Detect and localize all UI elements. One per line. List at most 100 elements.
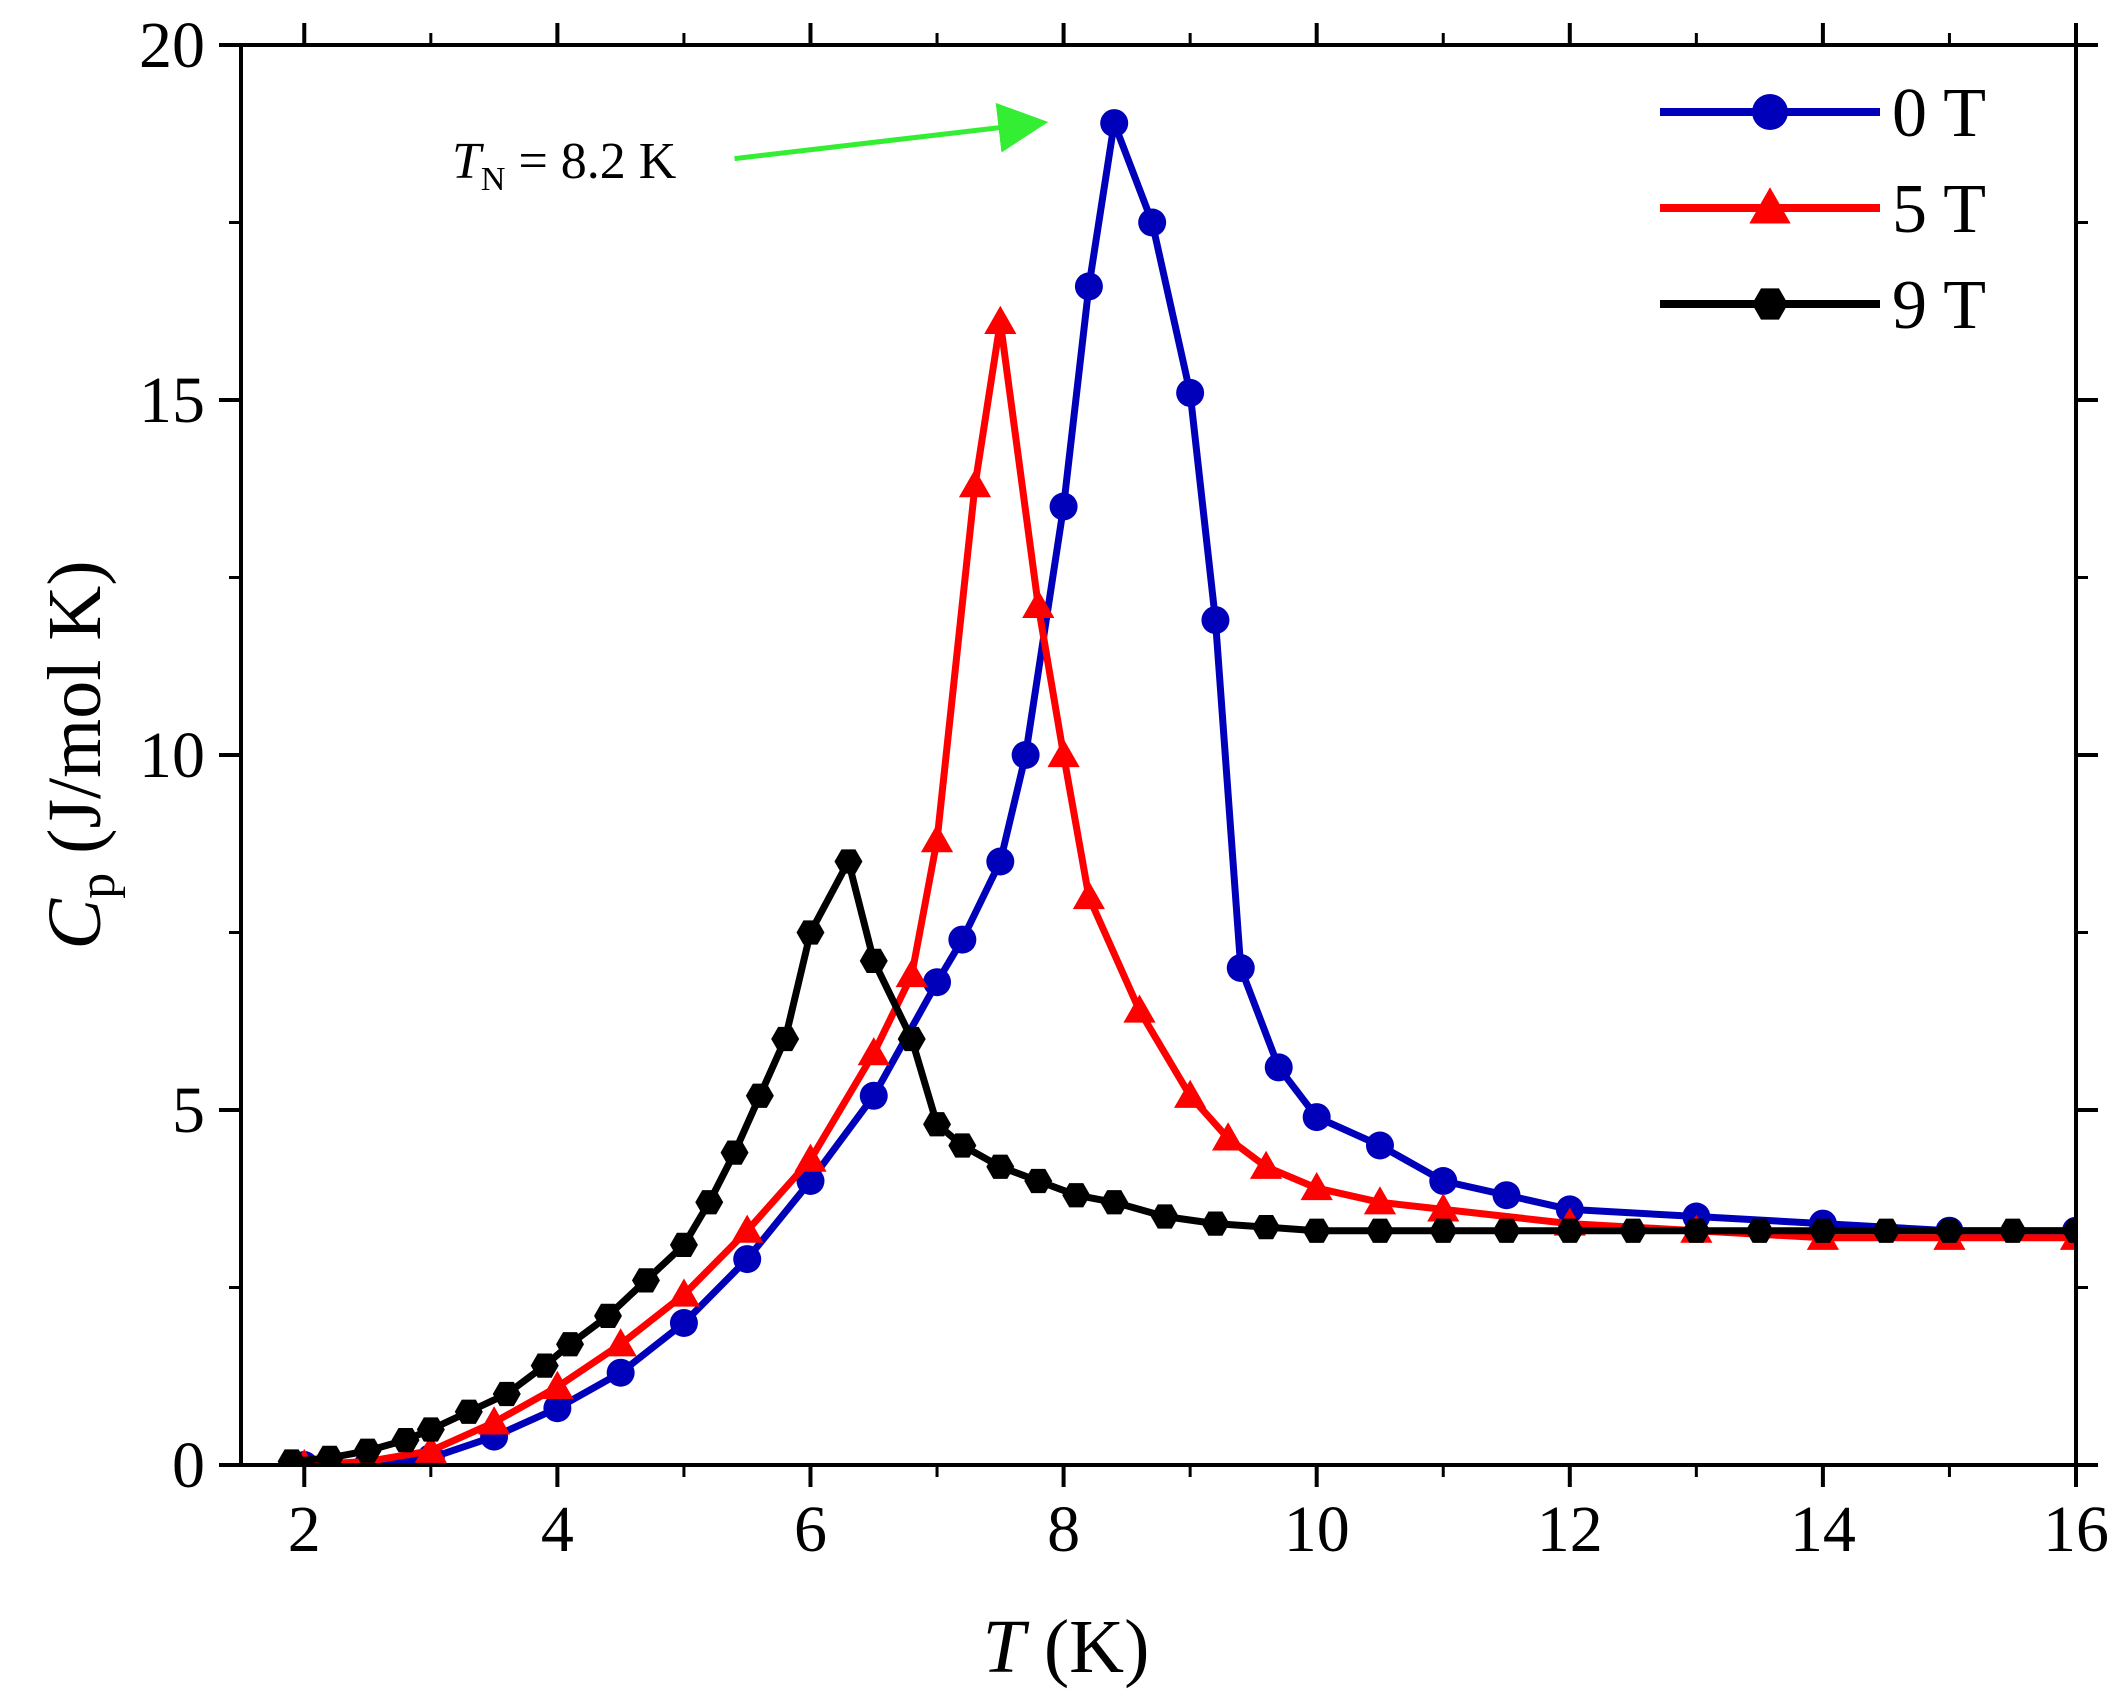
data-point-5t — [604, 1328, 637, 1357]
legend-label: 0 T — [1892, 75, 1986, 152]
data-point-5t — [541, 1370, 574, 1399]
data-point-9t — [923, 1112, 952, 1137]
data-point-9t — [1619, 1218, 1648, 1243]
data-point-9t — [1100, 1190, 1129, 1215]
data-point-9t — [859, 948, 888, 974]
data-point-9t — [1150, 1204, 1179, 1229]
neel-temperature-label: TN = 8.2 K — [452, 133, 677, 198]
data-point-0t — [1074, 272, 1103, 301]
x-tick-label: 14 — [1790, 1493, 1856, 1566]
data-point-9t — [631, 1268, 660, 1293]
data-point-0t — [1302, 1103, 1331, 1132]
data-point-9t — [492, 1381, 521, 1407]
data-point-0t — [1176, 378, 1205, 407]
neel-temperature-annotation: TN = 8.2 K — [452, 102, 1049, 198]
data-point-9t — [1429, 1218, 1458, 1243]
x-tick-label: 12 — [1537, 1493, 1603, 1566]
y-tick-label: 0 — [172, 1429, 205, 1502]
legend-marker — [1752, 288, 1788, 320]
data-point-5t — [895, 959, 928, 988]
data-point-0t — [606, 1358, 635, 1387]
legend-label: 9 T — [1892, 267, 1986, 344]
annotation-arrow — [734, 102, 1049, 162]
data-point-9t — [1062, 1183, 1091, 1208]
data-point-0t — [923, 968, 952, 997]
data-point-9t — [897, 1026, 926, 1052]
y-tick-label: 15 — [139, 364, 205, 437]
data-point-9t — [1555, 1218, 1584, 1243]
y-axis: 0 5 10 15 20 — [139, 9, 2098, 1502]
data-point-0t — [1049, 492, 1078, 521]
data-point-9t — [1302, 1218, 1331, 1243]
legend-label: 5 T — [1892, 171, 1986, 248]
data-point-9t — [771, 1026, 800, 1052]
data-point-9t — [1808, 1218, 1837, 1243]
data-point-9t — [720, 1140, 749, 1165]
legend-item-0t: 0 T — [1660, 75, 1986, 152]
data-point-9t — [594, 1303, 622, 1329]
data-point-9t — [391, 1428, 420, 1453]
data-point-9t — [948, 1133, 977, 1158]
series-9t — [277, 849, 2076, 1465]
data-point-9t — [2062, 1218, 2076, 1243]
series-5t — [295, 305, 2076, 1465]
data-point-0t — [1429, 1167, 1458, 1195]
data-point-0t — [859, 1081, 888, 1110]
series-line-9t — [291, 858, 2076, 1465]
data-point-0t — [1226, 954, 1255, 982]
y-axis-title: Cp (J/mol K) — [33, 560, 126, 949]
data-point-0t — [1264, 1053, 1293, 1082]
data-point-9t — [1492, 1218, 1521, 1243]
x-tick-label: 2 — [288, 1493, 321, 1566]
data-point-0t — [796, 1167, 825, 1195]
data-point-9t — [277, 1449, 306, 1465]
series-layer — [277, 109, 2076, 1465]
data-point-9t — [669, 1232, 698, 1258]
data-point-9t — [1872, 1218, 1901, 1243]
data-point-5t — [1174, 1079, 1207, 1108]
x-tick-label: 16 — [2043, 1493, 2109, 1566]
data-point-9t — [416, 1417, 445, 1442]
data-point-9t — [796, 920, 825, 945]
data-point-9t — [353, 1438, 382, 1463]
x-tick-label: 10 — [1284, 1493, 1350, 1566]
data-point-5t — [414, 1434, 447, 1463]
data-point-5t — [1363, 1186, 1397, 1215]
data-point-5t — [1427, 1193, 1460, 1222]
data-point-9t — [530, 1353, 559, 1378]
legend-marker — [1752, 94, 1788, 130]
legend-marker — [1749, 187, 1791, 224]
x-tick-label: 8 — [1047, 1493, 1080, 1566]
y-tick-label: 5 — [172, 1074, 205, 1147]
data-point-9t — [986, 1154, 1015, 1179]
data-point-9t — [1024, 1168, 1053, 1194]
data-point-5t — [1072, 880, 1105, 910]
legend-item-5t: 5 T — [1660, 171, 1986, 248]
data-point-9t — [315, 1445, 344, 1465]
data-point-5t — [1047, 738, 1080, 768]
data-point-9t — [1201, 1211, 1230, 1236]
data-point-0t — [733, 1245, 762, 1274]
data-point-9t — [454, 1399, 483, 1424]
data-point-5t — [920, 824, 954, 853]
data-point-9t — [1682, 1218, 1711, 1243]
data-point-5t — [667, 1278, 701, 1307]
data-point-5t — [731, 1214, 764, 1243]
data-point-5t — [1022, 589, 1055, 618]
data-point-0t — [986, 847, 1015, 876]
data-point-9t — [745, 1083, 774, 1108]
data-point-0t — [1138, 208, 1167, 237]
data-point-9t — [1252, 1215, 1281, 1240]
x-axis-title: T (K) — [983, 1605, 1150, 1689]
data-point-9t — [1935, 1218, 1964, 1243]
x-tick-label: 6 — [794, 1493, 827, 1566]
x-tick-label: 4 — [541, 1493, 574, 1566]
series-line-0t — [304, 119, 2076, 1465]
data-point-5t — [1123, 994, 1156, 1023]
legend-item-9t: 9 T — [1660, 267, 1986, 344]
data-point-0t — [543, 1394, 572, 1423]
y-tick-label: 20 — [139, 9, 205, 82]
data-point-0t — [1100, 109, 1129, 138]
x-axis: 2 4 6 8 10 12 14 16 — [288, 23, 2109, 1566]
